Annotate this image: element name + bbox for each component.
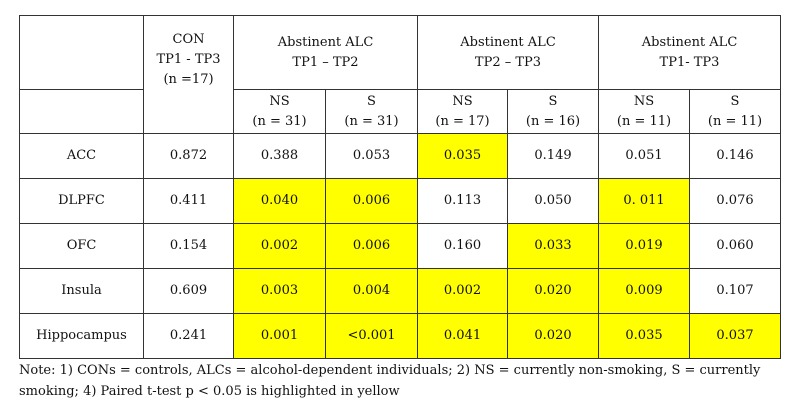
subcol-label: S (730, 93, 740, 109)
value-cell: 0.050 (507, 178, 599, 224)
value-cell-highlighted: 0.037 (689, 313, 781, 359)
group-title: Abstinent ALC (277, 34, 374, 50)
con-timepoints: TP1 - TP3 (156, 52, 221, 67)
value-cell: 0.053 (325, 133, 418, 179)
subcol-label: S (548, 93, 558, 109)
region-label: Hippocampus (19, 313, 144, 359)
group-header-tp2-tp3: Abstinent ALC TP2 – TP3 (417, 15, 599, 90)
value-cell: 0.051 (598, 133, 690, 179)
results-table: CON TP1 - TP3 (n =17) Abstinent ALC TP1 … (19, 15, 781, 359)
corner-cell-lower (19, 89, 144, 134)
value-cell: 0.609 (143, 268, 234, 314)
subcol-header: S (n = 16) (507, 89, 599, 134)
value-cell-highlighted: 0.003 (233, 268, 326, 314)
subcol-header: NS (n = 31) (233, 89, 326, 134)
subcol-header: S (n = 11) (689, 89, 781, 134)
value-cell: 0.388 (233, 133, 326, 179)
value-cell: 0.076 (689, 178, 781, 224)
group-timepoints: TP1 – TP2 (292, 54, 359, 70)
subcol-header: NS (n = 11) (598, 89, 690, 134)
subcol-n: (n = 11) (707, 113, 763, 129)
region-label: DLPFC (19, 178, 144, 224)
value-cell: 0.241 (143, 313, 234, 359)
value-cell-highlighted: 0.006 (325, 223, 418, 269)
value-cell-highlighted: 0.020 (507, 313, 599, 359)
corner-cell (19, 15, 144, 90)
subcol-label: NS (633, 93, 655, 109)
value-cell-highlighted: 0.020 (507, 268, 599, 314)
value-cell: 0.160 (417, 223, 508, 269)
value-cell-highlighted: 0.006 (325, 178, 418, 224)
table-row: Insula 0.609 0.003 0.004 0.002 0.020 0.0… (19, 268, 781, 314)
con-n: (n =17) (163, 72, 214, 87)
value-cell: 0.107 (689, 268, 781, 314)
value-cell-highlighted: 0.033 (507, 223, 599, 269)
region-label: OFC (19, 223, 144, 269)
subcol-label: NS (452, 93, 473, 109)
value-cell-highlighted: 0. 011 (598, 178, 690, 224)
value-cell: 0.060 (689, 223, 781, 269)
group-timepoints: TP2 – TP3 (474, 54, 542, 70)
value-cell: 0.146 (689, 133, 781, 179)
group-header-tp1-tp3: Abstinent ALC TP1- TP3 (598, 15, 781, 90)
subcol-n: (n = 11) (616, 113, 672, 129)
con-header: CON TP1 - TP3 (n =17) (143, 15, 234, 134)
subcol-header: NS (n = 17) (417, 89, 508, 134)
subcol-header: S (n = 31) (325, 89, 418, 134)
table-row: DLPFC 0.411 0.040 0.006 0.113 0.050 0. 0… (19, 178, 781, 224)
subcol-n: (n = 16) (525, 113, 581, 129)
value-cell-highlighted: <0.001 (325, 313, 418, 359)
table-row: OFC 0.154 0.002 0.006 0.160 0.033 0.019 … (19, 223, 781, 269)
value-cell: 0.154 (143, 223, 234, 269)
subcol-label: NS (269, 93, 290, 109)
group-header-tp1-tp2: Abstinent ALC TP1 – TP2 (233, 15, 418, 90)
value-cell-highlighted: 0.009 (598, 268, 690, 314)
subcol-n: (n = 17) (435, 113, 490, 129)
value-cell-highlighted: 0.040 (233, 178, 326, 224)
header-row-subcols: NS (n = 31) S (n = 31) NS (n = 17) S (n = 16… (19, 89, 781, 134)
group-title: Abstinent ALC (460, 34, 556, 50)
value-cell-highlighted: 0.001 (233, 313, 326, 359)
subcol-n: (n = 31) (252, 113, 307, 129)
value-cell: 0.113 (417, 178, 508, 224)
region-label: Insula (19, 268, 144, 314)
group-title: Abstinent ALC (641, 34, 738, 50)
value-cell: 0.872 (143, 133, 234, 179)
value-cell: 0.149 (507, 133, 599, 179)
group-timepoints: TP1- TP3 (659, 54, 720, 70)
region-label: ACC (19, 133, 144, 179)
value-cell-highlighted: 0.004 (325, 268, 418, 314)
subcol-n: (n = 31) (344, 113, 399, 129)
value-cell-highlighted: 0.035 (598, 313, 690, 359)
subcol-label: S (367, 93, 376, 109)
value-cell-highlighted: 0.002 (417, 268, 508, 314)
con-title: CON (172, 32, 205, 47)
table-row: Hippocampus 0.241 0.001 <0.001 0.041 0.0… (19, 313, 781, 359)
value-cell-highlighted: 0.035 (417, 133, 508, 179)
value-cell-highlighted: 0.041 (417, 313, 508, 359)
value-cell-highlighted: 0.002 (233, 223, 326, 269)
table-row: ACC 0.872 0.388 0.053 0.035 0.149 0.051 … (19, 133, 781, 179)
header-row-groups: CON TP1 - TP3 (n =17) Abstinent ALC TP1 … (19, 15, 781, 134)
value-cell: 0.411 (143, 178, 234, 224)
value-cell-highlighted: 0.019 (598, 223, 690, 269)
table-footnote: Note: 1) CONs = controls, ALCs = alcohol… (19, 363, 761, 399)
